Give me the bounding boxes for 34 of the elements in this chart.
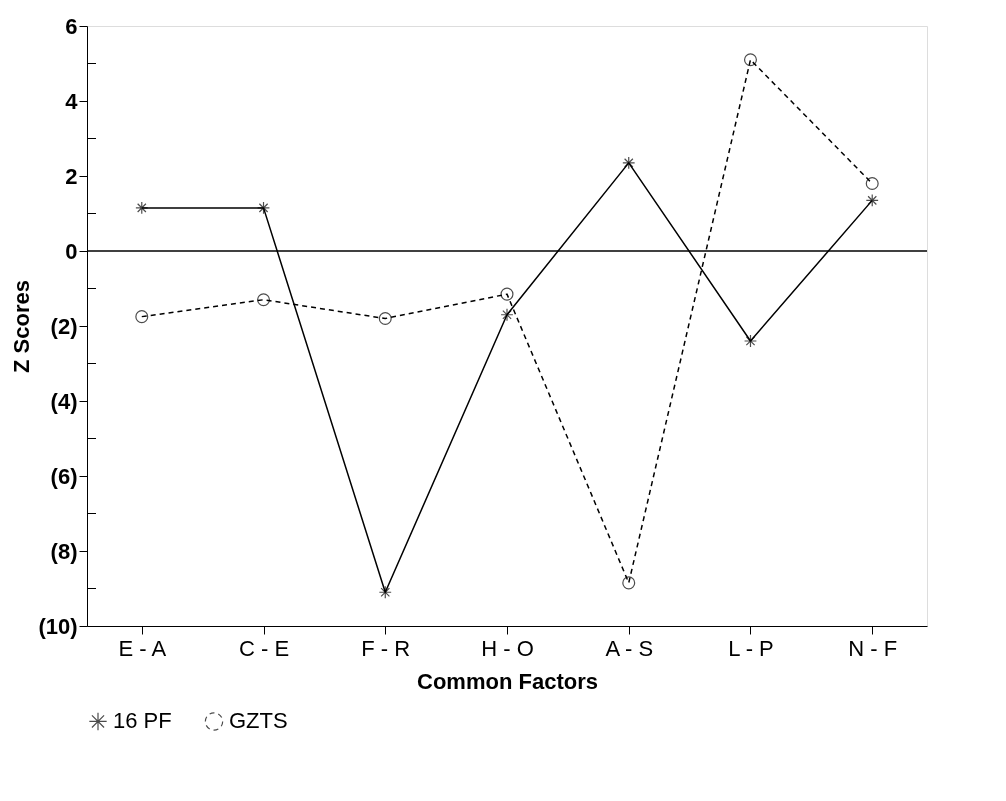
point: [257, 293, 271, 307]
x-tick-label: L - P: [728, 635, 774, 661]
point: [865, 193, 879, 207]
legend-label: GZTS: [229, 708, 288, 734]
point: [622, 156, 636, 170]
y-axis-title: Z Scores: [9, 280, 35, 373]
point: [500, 287, 514, 301]
point: [865, 177, 879, 190]
x-axis-title: Common Factors: [417, 668, 598, 694]
y-tick-label: 4: [65, 88, 79, 114]
x-tick-label: F - R: [361, 635, 411, 661]
point: [135, 310, 149, 324]
point: [378, 585, 392, 599]
y-tick-label: (10): [38, 613, 78, 639]
point: [135, 201, 149, 215]
legend-label: 16 PF: [113, 708, 172, 734]
y-tick-label: (4): [50, 388, 78, 414]
point: [622, 576, 636, 590]
point: [257, 201, 271, 215]
y-tick-label: (2): [50, 313, 78, 339]
point: [743, 334, 757, 348]
y-tick-label: 6: [65, 13, 78, 39]
y-tick-label: 0: [65, 238, 78, 264]
y-tick-label: 2: [65, 163, 78, 189]
y-tick-label: (8): [50, 538, 78, 564]
x-tick-label: N - F: [848, 635, 898, 661]
x-tick-label: E - A: [118, 635, 167, 661]
point: [743, 53, 757, 67]
x-tick-label: A - S: [605, 635, 654, 661]
point: [500, 308, 514, 322]
point: [378, 312, 392, 325]
x-tick-label: C - E: [238, 635, 290, 661]
x-tick-label: H - O: [481, 635, 534, 661]
y-tick-label: (6): [50, 463, 78, 489]
